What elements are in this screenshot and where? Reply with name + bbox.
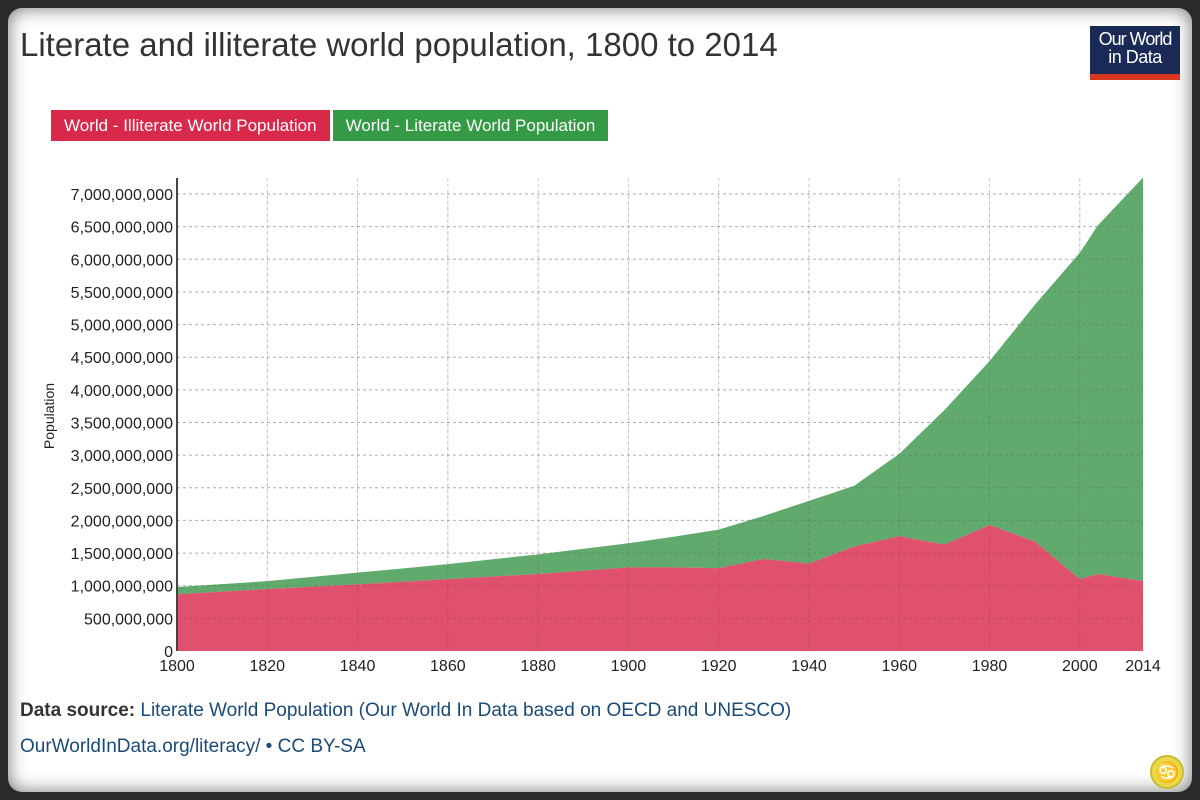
- y-tick-label: 1,000,000,000: [71, 579, 173, 596]
- area-illiterate: [177, 524, 1143, 651]
- logo-line1: Our World: [1098, 29, 1173, 49]
- y-tick-label: 4,500,000,000: [71, 350, 173, 367]
- x-tick-label: 1920: [701, 658, 737, 675]
- cc-license-icon: ♋: [1150, 755, 1184, 789]
- y-tick-label: 3,000,000,000: [71, 448, 173, 465]
- owid-url-link[interactable]: OurWorldInData.org/literacy/: [20, 736, 261, 757]
- y-tick-label: 2,000,000,000: [71, 513, 173, 530]
- x-tick-label: 1980: [972, 658, 1008, 675]
- data-source-label: Data source:: [20, 700, 136, 721]
- x-tick-label: 1860: [430, 658, 466, 675]
- y-tick-label: 3,500,000,000: [71, 416, 173, 433]
- y-tick-label: 0: [164, 644, 173, 661]
- y-axis-label: Population: [41, 383, 57, 449]
- data-source-link[interactable]: Literate World Population (Our World In …: [140, 700, 792, 721]
- y-tick-labels: 0 500,000,000 1,000,000,000 1,500,000,000 2,…: [71, 187, 173, 661]
- x-tick-label: 1800: [159, 658, 195, 675]
- logo-accent-bar: [1090, 74, 1180, 80]
- data-source-line: Data source: Literate World Population (…: [20, 700, 791, 722]
- x-tick-label: 1880: [520, 658, 556, 675]
- legend-item-illiterate[interactable]: World - Illiterate World Population: [51, 110, 330, 141]
- y-tick-label: 7,000,000,000: [71, 187, 173, 204]
- y-tick-label: 6,500,000,000: [71, 220, 173, 237]
- y-tick-label: 1,500,000,000: [71, 546, 173, 563]
- chart-title: Literate and illiterate world population…: [20, 26, 778, 63]
- legend-item-literate[interactable]: World - Literate World Population: [332, 110, 609, 141]
- y-tick-label: 5,500,000,000: [71, 285, 173, 302]
- x-tick-label: 2014: [1125, 658, 1161, 675]
- x-tick-label: 2000: [1062, 658, 1098, 675]
- url-line: OurWorldInData.org/literacy/ • CC BY-SA: [20, 736, 366, 758]
- license-text[interactable]: • CC BY-SA: [260, 736, 366, 757]
- x-tick-label: 1900: [611, 658, 647, 675]
- y-tick-label: 5,000,000,000: [71, 318, 173, 335]
- x-tick-labels: 1800 1820 1840 1860 1880 1900 1920 1940 1960 1980…: [159, 658, 1161, 675]
- y-tick-label: 6,000,000,000: [71, 252, 173, 269]
- legend: World - Illiterate World Population Worl…: [51, 110, 611, 141]
- x-tick-label: 1960: [881, 658, 917, 675]
- y-tick-label: 500,000,000: [84, 611, 173, 628]
- areas: [177, 177, 1143, 651]
- x-tick-label: 1840: [340, 658, 376, 675]
- owid-logo[interactable]: Our World in Data: [1090, 26, 1180, 80]
- logo-line2: in Data: [1108, 47, 1162, 67]
- y-tick-label: 2,500,000,000: [71, 481, 173, 498]
- y-tick-label: 4,000,000,000: [71, 383, 173, 400]
- x-tick-label: 1820: [249, 658, 285, 675]
- area-literate: [177, 177, 1143, 595]
- x-tick-label: 1940: [791, 658, 827, 675]
